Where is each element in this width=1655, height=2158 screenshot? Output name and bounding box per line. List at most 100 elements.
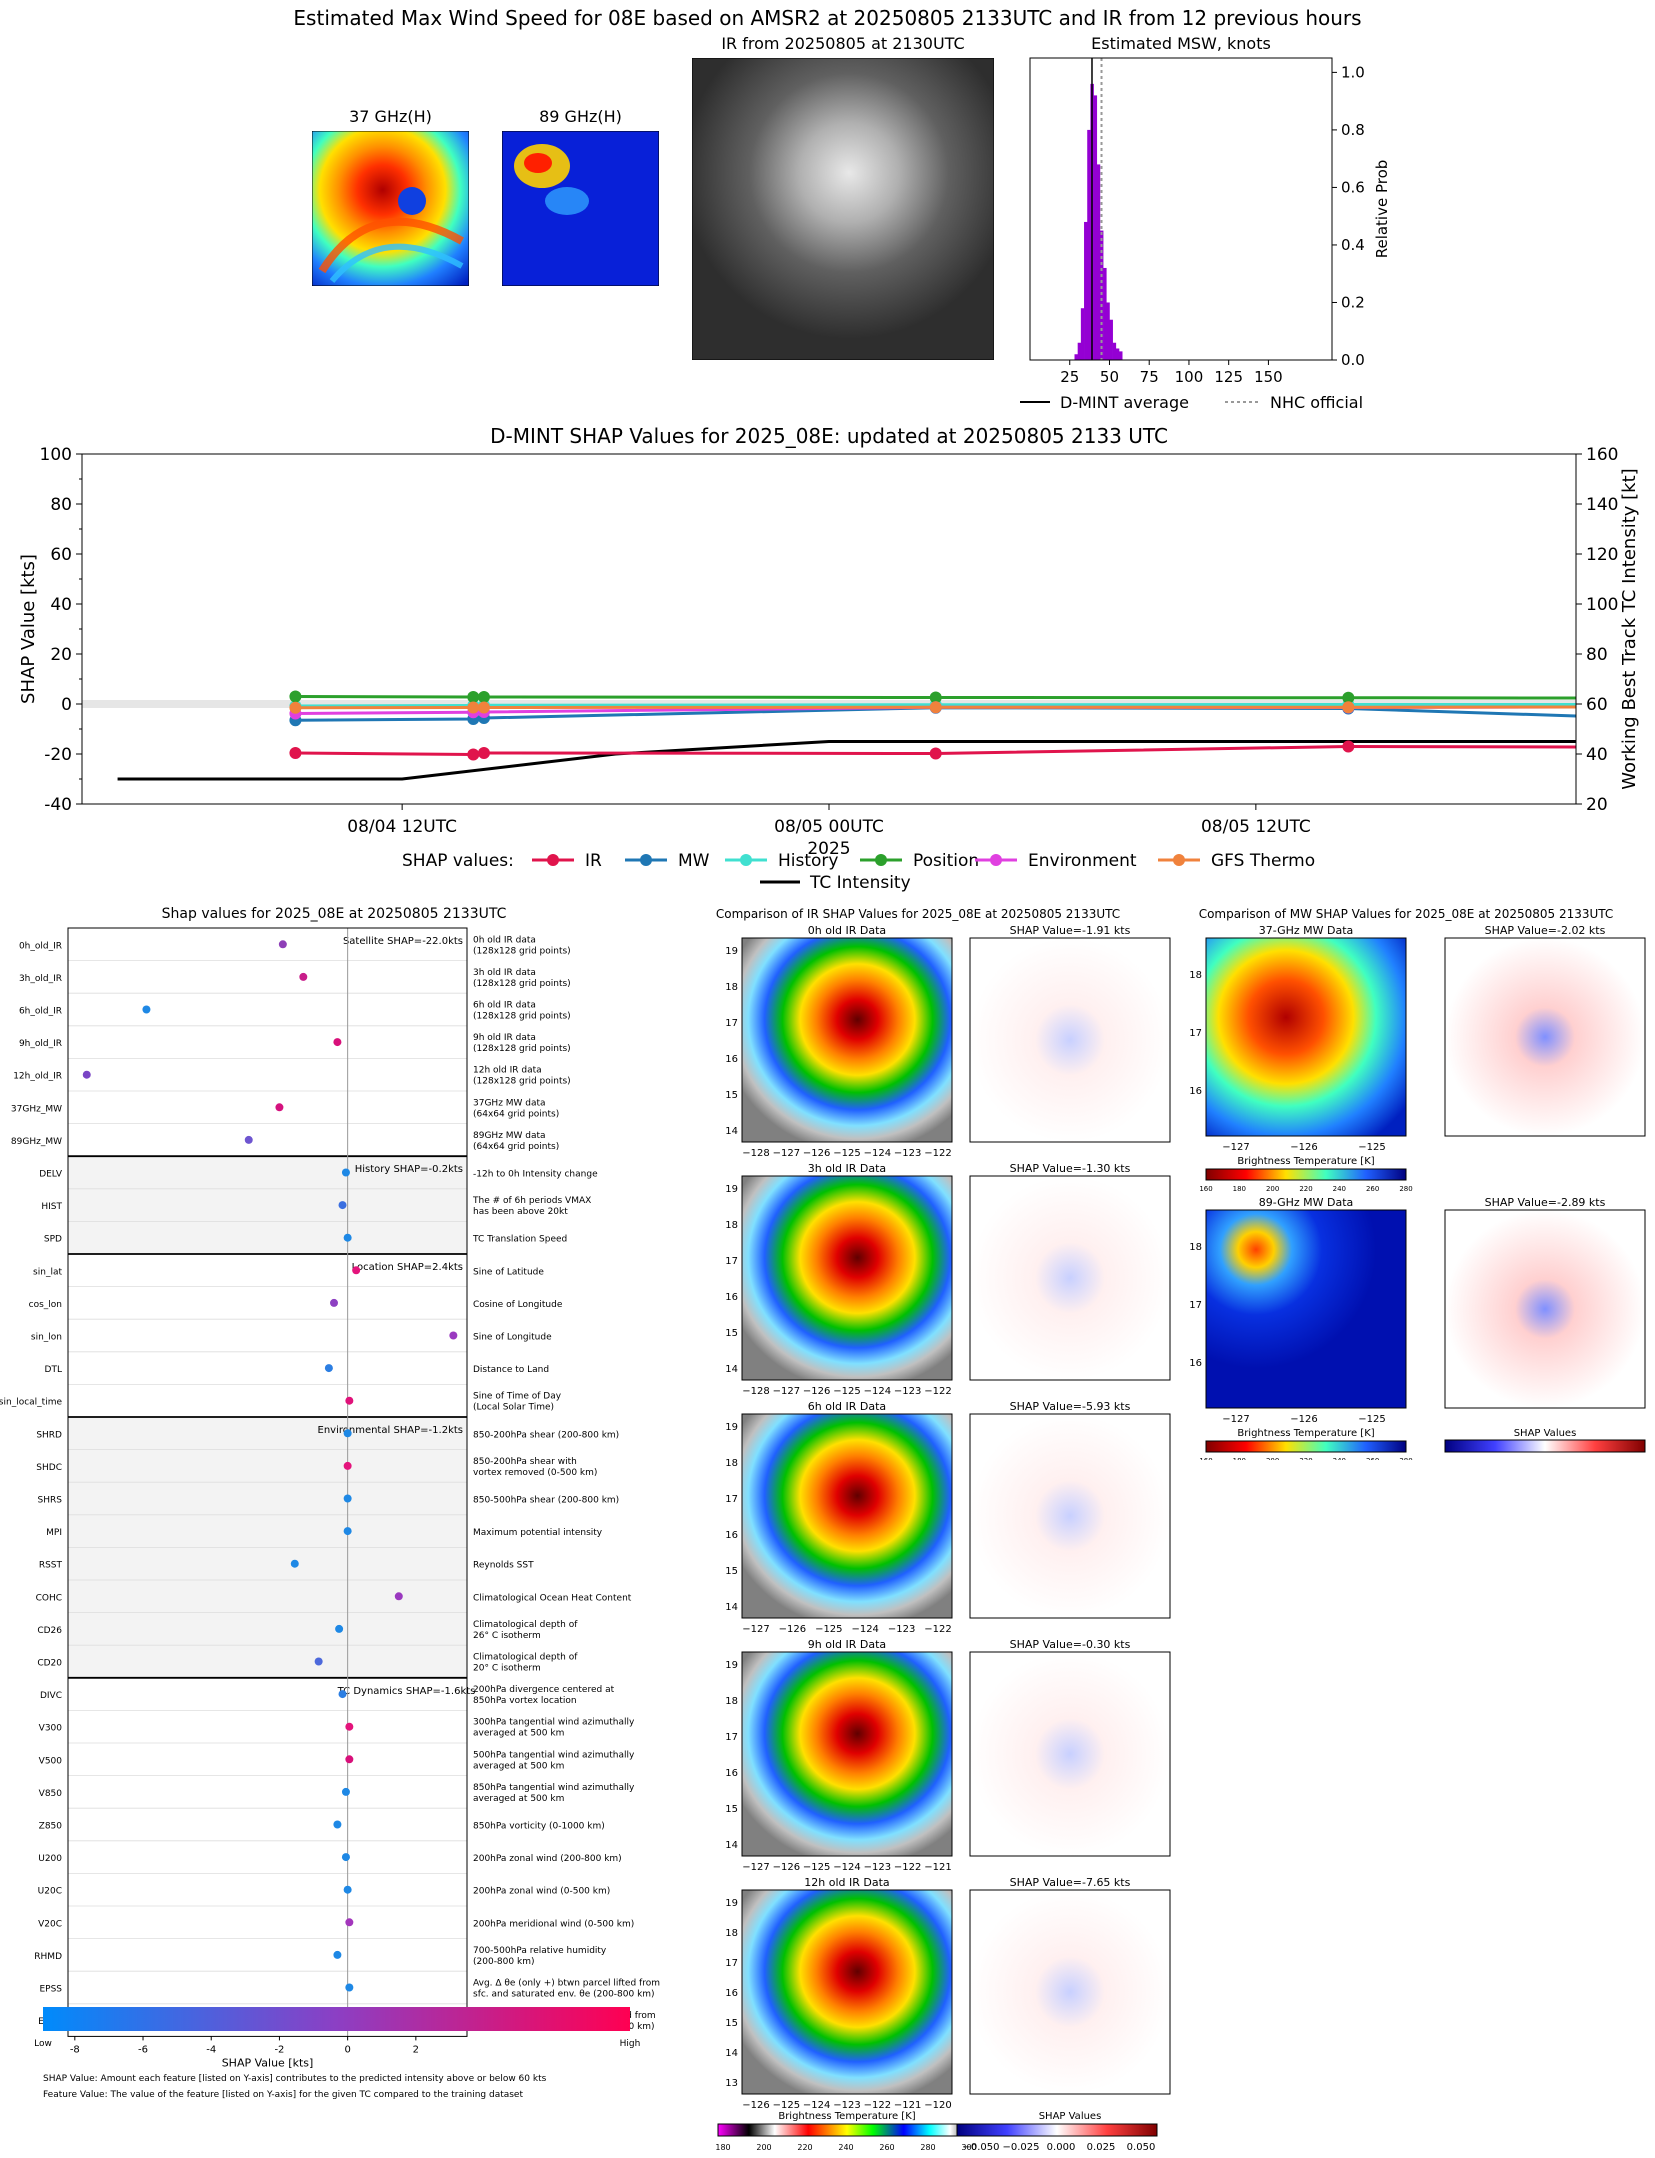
- ir-panel-title: 0h old IR Data: [808, 924, 886, 937]
- x-tick-label: -8: [70, 2044, 80, 2055]
- ir-x-tick: −127: [773, 1386, 800, 1397]
- ir-y-tick: 14: [725, 1602, 738, 1613]
- ir-y-tick: 18: [725, 1696, 738, 1707]
- histogram-bar: [1080, 308, 1085, 360]
- feature-description: vortex removed (0-500 km): [473, 1468, 597, 1478]
- shap-point: [449, 1331, 458, 1340]
- feature-name: 0h_old_IR: [19, 941, 62, 951]
- tc-intensity-line: [117, 740, 1576, 781]
- ir-x-tick: −121: [894, 2100, 921, 2111]
- mw-bt-colorbar-tick: 160: [1199, 1457, 1212, 1460]
- mw-image: [1206, 938, 1406, 1136]
- feature-description: 200hPa meridional wind (0-500 km): [473, 1919, 634, 1929]
- ir-y-tick: 14: [725, 1364, 738, 1375]
- series-point: [929, 691, 942, 704]
- y-tick-label: 40: [50, 595, 72, 615]
- mw-y-tick: 18: [1189, 970, 1202, 981]
- mw-image: [1206, 1210, 1406, 1408]
- ir-y-tick: 16: [725, 1054, 738, 1065]
- mw-frame: [1205, 1209, 1407, 1409]
- mw-bt-colorbar-tick: 220: [1299, 1185, 1312, 1193]
- ir-shap-comparison: Comparison of IR SHAP Values for 2025_08…: [715, 907, 1171, 2153]
- legend-label: MW: [678, 851, 710, 871]
- histogram-bar: [1103, 267, 1107, 360]
- series-line-position: [295, 695, 1577, 700]
- ir-x-tick: −126: [803, 1386, 830, 1397]
- series-point: [929, 701, 942, 714]
- ir-x-tick: −123: [864, 1862, 891, 1873]
- y2-tick-label: 120: [1586, 545, 1618, 565]
- series-point: [289, 701, 302, 714]
- group-label: Location SHAP=2.4kts: [352, 1262, 463, 1273]
- feature-description: 6h old IR data: [473, 1001, 536, 1011]
- x-tick-label: 08/05 12UTC: [1201, 817, 1311, 837]
- legend-marker: [990, 854, 1002, 866]
- x-tick-label: 2: [413, 2044, 419, 2055]
- bt-colorbar-label: Brightness Temperature [K]: [778, 2111, 915, 2122]
- shap-point: [275, 1103, 284, 1112]
- mw-x-tick: −127: [1222, 1142, 1249, 1153]
- ir-y-tick: 17: [725, 1958, 738, 1969]
- y-tick-label: 0: [61, 695, 72, 715]
- legend-tc-label: TC Intensity: [809, 873, 911, 893]
- mw-y-tick: 16: [1189, 1086, 1202, 1097]
- series-point: [467, 701, 480, 714]
- ir-x-tick: −125: [773, 2100, 800, 2111]
- x-tick-label: -6: [138, 2044, 148, 2055]
- bt-colorbar-tick: 280: [920, 2143, 935, 2152]
- feature-description: has been above 20kt: [473, 1207, 568, 1217]
- series-point: [1342, 691, 1355, 704]
- mw-bt-colorbar-label: Brightness Temperature [K]: [1237, 1156, 1374, 1167]
- feature-name: sin_lat: [33, 1267, 62, 1277]
- histogram-bar: [1112, 342, 1117, 360]
- shap-point: [352, 1266, 361, 1275]
- shap-beeswarm-chart: Shap values for 2025_08E at 20250805 213…: [0, 906, 660, 2100]
- ir-y-tick: 16: [725, 1988, 738, 1999]
- feature-name: V300: [39, 1724, 63, 1734]
- shap-point: [333, 1950, 342, 1959]
- ir-y-tick: 15: [725, 1328, 738, 1339]
- ir-x-tick: −128: [742, 1148, 769, 1159]
- ir-shap-map: [970, 1652, 1170, 1856]
- feature-description: 3h old IR data: [473, 968, 536, 978]
- ir-x-tick: −126: [803, 1148, 830, 1159]
- ir-x-tick: −128: [742, 1386, 769, 1397]
- shap-point: [244, 1135, 253, 1144]
- ir-x-tick: −123: [894, 1386, 921, 1397]
- histogram-bar: [1087, 129, 1091, 360]
- ir-x-tick: −121: [924, 1862, 951, 1873]
- group-label: Satellite SHAP=-22.0kts: [343, 936, 463, 947]
- feature-description: (128x128 grid points): [473, 946, 571, 956]
- ir-frame: [741, 1889, 953, 2095]
- feature-name: SPD: [44, 1235, 62, 1245]
- feature-description: Reynolds SST: [473, 1561, 534, 1571]
- mw-shap-map: [1445, 938, 1645, 1136]
- y2-axis-label: Working Best Track TC Intensity [kt]: [1619, 468, 1640, 789]
- mw-y-tick: 18: [1189, 1242, 1202, 1253]
- mw-bt-colorbar-tick: 180: [1233, 1457, 1246, 1460]
- x-tick-label: -2: [274, 2044, 284, 2055]
- feature-value-colorbar: [43, 2007, 630, 2031]
- mw-bt-colorbar: [1205, 1168, 1407, 1181]
- ir-image: [742, 938, 952, 1142]
- bt-colorbar-tick: 240: [838, 2143, 853, 2152]
- mw-bt-colorbar-tick: 160: [1199, 1185, 1212, 1193]
- ir-shap-map: [970, 1176, 1170, 1380]
- feature-description: 200hPa zonal wind (0-500 km): [473, 1887, 610, 1897]
- legend-prefix: SHAP values:: [402, 851, 514, 871]
- histogram-bar: [1084, 221, 1088, 360]
- feature-name: SHDC: [36, 1463, 62, 1473]
- feature-description: 20° C isotherm: [473, 1664, 541, 1674]
- mw-bt-colorbar-tick: 180: [1233, 1185, 1246, 1193]
- y-tick-label: 0.6: [1341, 178, 1365, 196]
- shap-colorbar-tick: −0.050: [962, 2142, 999, 2153]
- ir-x-tick: −127: [742, 1624, 769, 1635]
- ir-y-tick: 14: [725, 1840, 738, 1851]
- feature-description: averaged at 500 km: [473, 1794, 564, 1804]
- shap-point: [324, 1364, 333, 1373]
- y-axis-label: SHAP Value [kts]: [18, 554, 39, 704]
- histogram-bar: [1074, 354, 1078, 360]
- mw-bt-colorbar-label: Brightness Temperature [K]: [1237, 1428, 1374, 1439]
- feature-description: (Local Solar Time): [473, 1403, 554, 1413]
- bt-colorbar-tick: 180: [715, 2143, 730, 2152]
